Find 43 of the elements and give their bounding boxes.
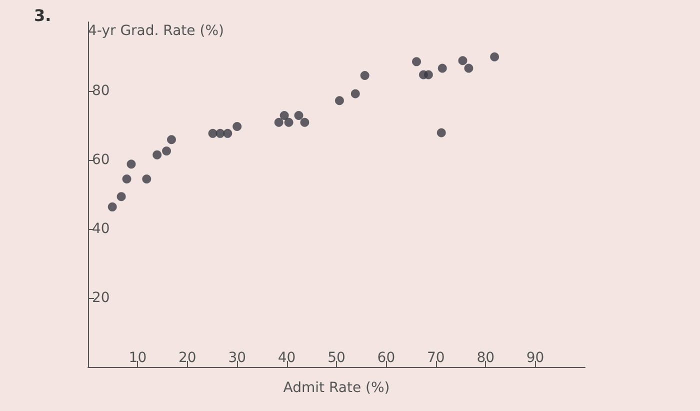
x-tick-label: 70 [426, 350, 445, 366]
x-tick-label: 60 [377, 350, 396, 366]
y-tick-label: 80 [92, 83, 110, 99]
point [350, 89, 360, 98]
x-tick-label: 90 [526, 350, 544, 366]
x-tick-label: 50 [328, 350, 346, 366]
point [280, 110, 289, 120]
x-tick-label: 20 [178, 350, 196, 366]
point [300, 118, 310, 127]
point [490, 52, 500, 62]
point [412, 57, 422, 66]
point [464, 64, 474, 73]
y-tick-label: 40 [92, 221, 110, 237]
point [216, 128, 225, 138]
x-axis-title: Admit Rate (%) [283, 380, 390, 396]
point [334, 96, 344, 106]
x-tick-label: 80 [476, 350, 495, 366]
x-tick-label: 30 [228, 350, 246, 366]
y-tick-label: 60 [92, 152, 110, 168]
point [438, 64, 447, 73]
point [167, 135, 176, 144]
text: 3. [34, 6, 52, 25]
y-axis-title: 4-yr Grad. Rate (%) [88, 23, 224, 39]
point [208, 128, 218, 138]
point [223, 128, 232, 138]
point [424, 70, 433, 80]
y-tick-label: 20 [92, 290, 110, 306]
point [360, 70, 370, 80]
point [122, 174, 132, 184]
point [116, 192, 126, 202]
point [458, 56, 468, 66]
point [108, 202, 117, 212]
point [142, 174, 152, 184]
point [274, 118, 284, 127]
point [232, 122, 242, 132]
x-tick-label: 40 [278, 350, 296, 366]
point [284, 118, 294, 127]
point [152, 150, 162, 160]
point [436, 128, 446, 138]
x-tick-label: 10 [128, 350, 147, 366]
point [126, 160, 136, 169]
point [162, 146, 172, 156]
point [294, 110, 304, 120]
